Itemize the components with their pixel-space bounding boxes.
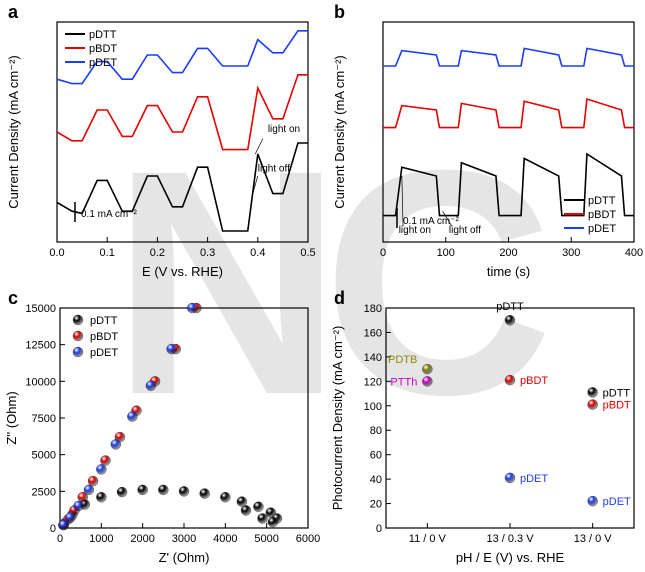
panel-b-label: b xyxy=(334,2,345,23)
svg-text:0.2: 0.2 xyxy=(150,247,165,259)
svg-text:13 / 0.3 V: 13 / 0.3 V xyxy=(486,533,534,545)
svg-text:Z'' (Ohm): Z'' (Ohm) xyxy=(4,391,19,444)
svg-text:Current Density (mA cm⁻²): Current Density (mA cm⁻²) xyxy=(6,55,21,209)
svg-text:E (V vs. RHE): E (V vs. RHE) xyxy=(142,264,223,279)
svg-text:pDET: pDET xyxy=(603,496,631,508)
svg-text:pBDT: pBDT xyxy=(90,331,118,343)
svg-text:pDTT: pDTT xyxy=(588,195,616,207)
svg-text:100: 100 xyxy=(437,247,455,259)
svg-text:pBDT: pBDT xyxy=(520,375,548,387)
svg-text:0: 0 xyxy=(57,533,63,545)
svg-text:60: 60 xyxy=(370,450,382,462)
svg-text:300: 300 xyxy=(562,247,580,259)
panel-d-label: d xyxy=(334,288,345,309)
svg-text:160: 160 xyxy=(364,327,382,339)
svg-text:pDET: pDET xyxy=(89,57,117,69)
svg-text:7500: 7500 xyxy=(32,413,56,425)
svg-text:PDTB: PDTB xyxy=(388,354,417,366)
svg-text:pBDT: pBDT xyxy=(89,43,117,55)
svg-text:Photocurrent Density (mA cm⁻²): Photocurrent Density (mA cm⁻²) xyxy=(330,326,345,511)
svg-text:pDET: pDET xyxy=(588,223,616,235)
svg-text:pH / E (V) vs. RHE: pH / E (V) vs. RHE xyxy=(456,550,565,565)
svg-text:15000: 15000 xyxy=(25,303,56,315)
panel-d: d 0 20 40 60 80 100 120 140 160 180 11 / 0 V 13 / 0… xyxy=(326,286,645,572)
svg-text:120: 120 xyxy=(364,376,382,388)
svg-text:0: 0 xyxy=(380,247,386,259)
svg-text:6000: 6000 xyxy=(296,533,320,545)
svg-text:2500: 2500 xyxy=(32,486,56,498)
svg-text:pDTT: pDTT xyxy=(496,301,524,313)
svg-text:pDET: pDET xyxy=(90,347,118,359)
svg-text:0.3: 0.3 xyxy=(200,247,215,259)
panel-d-chart: 0 20 40 60 80 100 120 140 160 180 11 / 0 V 13 / 0.3… xyxy=(328,290,645,568)
svg-text:1000: 1000 xyxy=(89,533,113,545)
svg-text:13 / 0 V: 13 / 0 V xyxy=(574,533,613,545)
svg-text:pBDT: pBDT xyxy=(603,400,631,412)
svg-text:200: 200 xyxy=(499,247,517,259)
svg-text:0.0: 0.0 xyxy=(49,247,64,259)
svg-text:Current Density (mA cm⁻²): Current Density (mA cm⁻²) xyxy=(332,55,347,209)
svg-text:20: 20 xyxy=(370,499,382,511)
svg-text:400: 400 xyxy=(625,247,643,259)
svg-text:3000: 3000 xyxy=(172,533,196,545)
svg-text:Z' (Ohm): Z' (Ohm) xyxy=(159,550,210,565)
svg-text:light on: light on xyxy=(399,225,431,236)
svg-text:PTTh: PTTh xyxy=(390,376,417,388)
panel-b: b 0100200300400pDTTpBDTpDET0.1 mA cm⁻²li… xyxy=(326,0,645,286)
svg-text:pDTT: pDTT xyxy=(90,315,118,327)
svg-text:5000: 5000 xyxy=(254,533,278,545)
panel-c-label: c xyxy=(8,288,18,309)
svg-text:10000: 10000 xyxy=(25,376,56,388)
svg-text:40: 40 xyxy=(370,474,382,486)
svg-text:80: 80 xyxy=(370,425,382,437)
svg-text:pDET: pDET xyxy=(520,473,548,485)
svg-text:pDTT: pDTT xyxy=(89,29,117,41)
svg-text:100: 100 xyxy=(364,401,382,413)
svg-text:5000: 5000 xyxy=(32,450,56,462)
panel-b-chart: 0100200300400pDTTpBDTpDET0.1 mA cm⁻²ligh… xyxy=(328,4,645,282)
svg-text:light on: light on xyxy=(268,124,300,135)
svg-text:pBDT: pBDT xyxy=(588,209,616,221)
svg-text:0: 0 xyxy=(50,523,56,535)
svg-text:2000: 2000 xyxy=(130,533,154,545)
svg-text:180: 180 xyxy=(364,303,382,315)
svg-text:0.5: 0.5 xyxy=(300,247,315,259)
panel-a: a 0.0 0.1 0.2 0.3 0.4 0.5 pDTT pBDT pDET 0.1 mA c… xyxy=(0,0,326,286)
panel-c: c 0 1000 2000 3000 4000 5000 6000 0 2500 5000 7500… xyxy=(0,286,326,572)
svg-text:4000: 4000 xyxy=(213,533,237,545)
panel-a-label: a xyxy=(8,2,18,23)
svg-text:pDTT: pDTT xyxy=(603,387,631,399)
svg-text:light off: light off xyxy=(449,225,481,236)
svg-text:0: 0 xyxy=(376,523,382,535)
svg-text:0.4: 0.4 xyxy=(250,247,265,259)
figure-grid: a 0.00.10.20.30.40.5pDTTpBDTpDET0.1 mA c… xyxy=(0,0,645,564)
svg-text:140: 140 xyxy=(364,352,382,364)
svg-text:0.1: 0.1 xyxy=(100,247,115,259)
svg-text:11 / 0 V: 11 / 0 V xyxy=(409,533,447,545)
svg-text:light off: light off xyxy=(258,164,290,175)
panel-a-chart: 0.0 0.1 0.2 0.3 0.4 0.5 pDTT pBDT pDET 0.1 mA cm⁻… xyxy=(2,4,320,282)
panel-c-chart: 0 1000 2000 3000 4000 5000 6000 0 2500 5000 7500 10… xyxy=(2,290,320,568)
svg-text:12500: 12500 xyxy=(25,340,56,352)
svg-text:time (s): time (s) xyxy=(487,264,530,279)
svg-text:0.1 mA cm⁻²: 0.1 mA cm⁻² xyxy=(81,209,138,220)
